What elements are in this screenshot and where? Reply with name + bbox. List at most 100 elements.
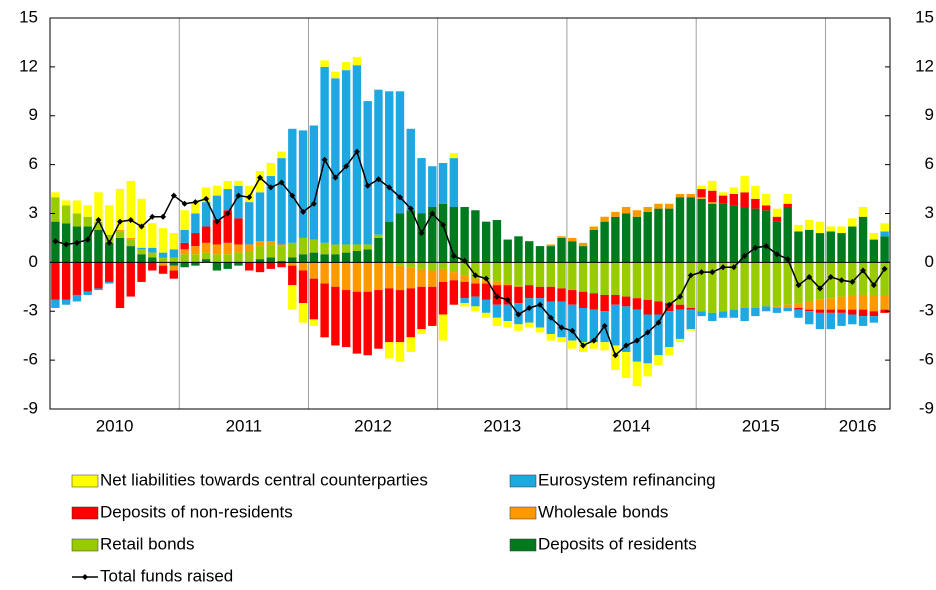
bar-segment (815, 299, 825, 310)
bar-segment (632, 361, 642, 387)
y-tick-label: 3 (29, 203, 38, 222)
bar-segment (772, 306, 782, 308)
bar-segment (277, 158, 286, 245)
bar-segment (428, 286, 437, 326)
line-marker (827, 274, 834, 281)
bar-segment (61, 200, 71, 206)
bar-segment (234, 218, 243, 245)
line-marker (472, 272, 479, 279)
bar-segment (557, 288, 566, 302)
bar-segment (525, 262, 534, 286)
bar-segment (438, 281, 448, 315)
bar-segment (665, 203, 674, 209)
line-marker (321, 156, 328, 163)
bar-segment (428, 262, 437, 271)
line-marker (569, 327, 576, 334)
bar-segment (589, 226, 599, 230)
bar-segment (191, 262, 200, 266)
y2-tick-label: 12 (915, 56, 934, 75)
bar-segment (492, 281, 502, 286)
bar-segment (385, 342, 394, 359)
bar-segment (148, 262, 157, 271)
x-tick-label: 2013 (483, 416, 521, 435)
bar-segment (223, 242, 232, 255)
bar-segment (783, 307, 792, 312)
bar-segment (180, 229, 189, 243)
bar-segment (600, 216, 609, 222)
bar-segment (837, 309, 846, 313)
bar-segment (341, 252, 351, 263)
bar-segment (374, 234, 383, 238)
bar-segment (718, 203, 728, 263)
bar-segment (460, 303, 469, 307)
bar-segment (492, 262, 502, 282)
bar-segment (589, 293, 599, 310)
bar-segment (105, 242, 114, 263)
bar-segment (858, 294, 868, 310)
bar-segment (298, 130, 308, 238)
bar-segment (783, 262, 792, 305)
bar-segment (94, 192, 103, 222)
bar-segment (858, 316, 868, 326)
bar-segment (449, 262, 459, 273)
bar-segment (438, 268, 448, 282)
bar-segment (363, 244, 372, 250)
bar-segment (309, 239, 319, 253)
line-marker (289, 192, 296, 199)
x-tick-label: 2011 (226, 416, 263, 435)
bar-segment (578, 242, 588, 247)
bar-segment (201, 187, 211, 203)
bar-segment (471, 296, 480, 307)
bar-segment (718, 195, 728, 204)
bar-segment (385, 91, 394, 222)
bar-segment (697, 185, 706, 190)
line-marker (806, 274, 813, 281)
line-marker (332, 174, 339, 181)
bar-segment (245, 244, 254, 251)
bar-segment (654, 262, 663, 302)
bar-segment (589, 262, 599, 294)
bar-segment (675, 338, 685, 343)
bar-segment (514, 236, 523, 263)
y2-tick-label: 15 (915, 7, 934, 26)
bar-segment (309, 319, 319, 326)
bar-segment (83, 205, 92, 217)
bar-segment (148, 223, 157, 248)
bar-segment (449, 153, 459, 159)
bar-segment (600, 221, 609, 263)
bar-segment (191, 254, 200, 263)
bar-segment (869, 233, 879, 240)
line-marker (63, 241, 70, 248)
bar-segment (180, 262, 189, 268)
line-marker (117, 218, 123, 225)
line-marker (677, 293, 683, 300)
y-tick-label: -3 (23, 301, 38, 320)
bar-segment (449, 158, 459, 207)
bar-segment (654, 208, 663, 263)
bar-segment (869, 262, 879, 295)
bar-segment (589, 342, 599, 349)
y2-tick-label: 6 (925, 154, 934, 173)
line-marker (730, 264, 737, 271)
bar-segment (783, 206, 792, 263)
bar-segment (783, 193, 792, 204)
bar-segment (772, 216, 782, 222)
line-marker (353, 148, 360, 155)
bar-segment (643, 262, 652, 300)
bar-segment (665, 208, 674, 263)
bar-segment (503, 262, 512, 284)
bar-segment (460, 262, 469, 276)
bar-segment (352, 291, 362, 354)
bar-segment (568, 304, 577, 341)
bar-segment (126, 246, 135, 263)
bar-segment (535, 262, 545, 287)
bar-segment (223, 254, 232, 263)
line-marker (537, 301, 543, 308)
bar-segment (255, 192, 265, 242)
bar-segment (266, 176, 275, 242)
bar-segment (611, 304, 620, 346)
bar-segment (212, 262, 222, 271)
bar-segment (105, 262, 114, 282)
line-marker (235, 192, 242, 199)
